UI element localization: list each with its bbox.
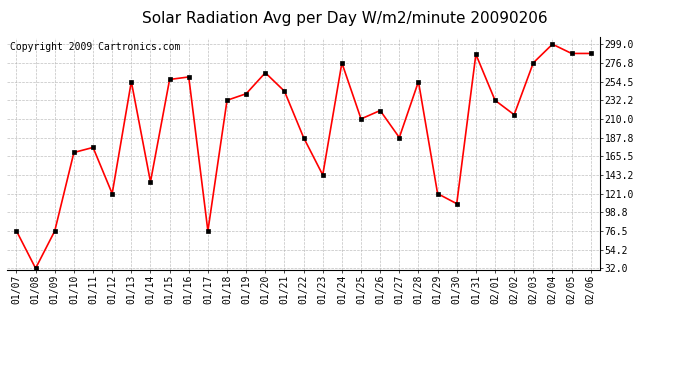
- Text: Copyright 2009 Cartronics.com: Copyright 2009 Cartronics.com: [10, 42, 180, 52]
- Text: Solar Radiation Avg per Day W/m2/minute 20090206: Solar Radiation Avg per Day W/m2/minute …: [142, 11, 548, 26]
